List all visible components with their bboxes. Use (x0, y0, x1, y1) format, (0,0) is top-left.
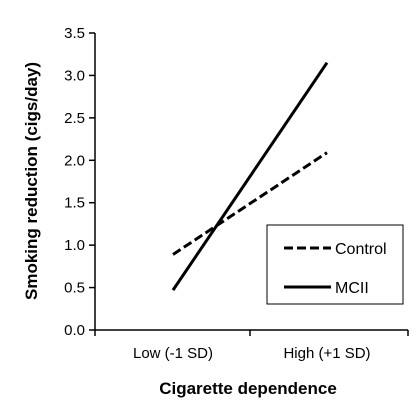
x-axis-label: Cigarette dependence (159, 379, 337, 398)
y-tick-label: 1.5 (64, 195, 85, 212)
y-tick-label: 0.5 (64, 280, 85, 297)
series-lines (171, 61, 329, 291)
legend-label-mcii: MCII (335, 280, 369, 297)
y-axis-ticks: 0.0 0.5 1.0 1.5 2.0 2.5 3.0 3.5 (64, 25, 95, 339)
x-tick-label: Low (-1 SD) (133, 345, 213, 362)
y-tick-label: 0.0 (64, 322, 85, 339)
y-tick-label: 2.5 (64, 110, 85, 127)
legend: Control MCII (266, 224, 404, 305)
y-tick-label: 3.5 (64, 25, 85, 42)
legend-label-control: Control (335, 241, 387, 258)
x-axis-ticks: Low (-1 SD) High (+1 SD) (94, 330, 409, 362)
y-tick-label: 2.0 (64, 152, 85, 169)
y-axis-label: Smoking reduction (cigs/day) (22, 62, 41, 300)
y-tick-label: 1.0 (64, 237, 85, 254)
series-line-mcii (171, 61, 329, 291)
y-tick-label: 3.0 (64, 67, 85, 84)
series-line-control (172, 151, 328, 256)
x-tick-label: High (+1 SD) (283, 345, 370, 362)
legend-box (266, 224, 404, 305)
